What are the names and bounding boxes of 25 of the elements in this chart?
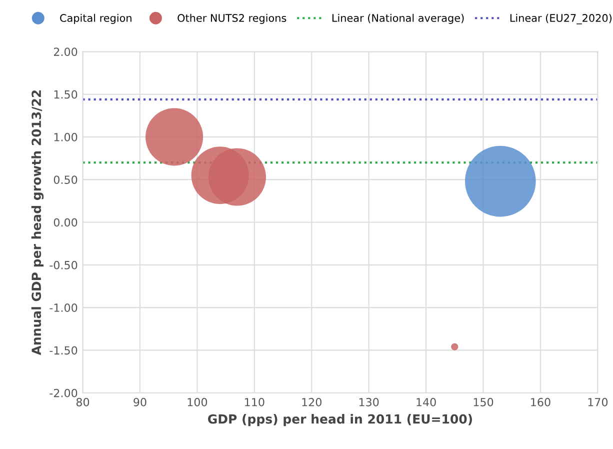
y-tick-label: 0.50 xyxy=(54,176,78,184)
x-tick-label: 160 xyxy=(531,398,550,406)
y-tick-label: -1.00 xyxy=(50,304,78,312)
y-tick-label: 2.00 xyxy=(54,48,78,56)
y-tick-label: 1.00 xyxy=(54,132,78,142)
legend-label: Other NUTS2 regions xyxy=(178,14,286,24)
legend-label: Linear (National average) xyxy=(332,14,464,24)
y-axis-title: Annual GDP per head growth 2013/22 xyxy=(31,90,44,356)
y-tick-label: -2.00 xyxy=(50,388,78,398)
y-tick-label: -0.50 xyxy=(50,260,78,270)
x-tick-label: 140 xyxy=(416,398,436,406)
x-tick-label: 130 xyxy=(359,398,379,406)
y-tick-label: 0.00 xyxy=(54,218,78,227)
legend-label: Linear (EU27_2020) xyxy=(510,14,612,24)
y-tick-label: -1.50 xyxy=(50,346,78,355)
x-tick-label: 90 xyxy=(134,398,146,406)
x-tick-label: 150 xyxy=(474,398,494,406)
x-tick-label: 120 xyxy=(302,398,322,406)
x-axis-title: GDP (pps) per head in 2011 (EU=100) xyxy=(208,414,472,426)
x-tick-label: 110 xyxy=(245,398,264,406)
y-tick-label: 1.50 xyxy=(54,90,78,99)
x-tick-label: 80 xyxy=(76,398,90,406)
legend-label: Capital region xyxy=(60,14,132,24)
x-tick-label: 100 xyxy=(188,398,208,406)
x-tick-label: 170 xyxy=(588,398,608,406)
